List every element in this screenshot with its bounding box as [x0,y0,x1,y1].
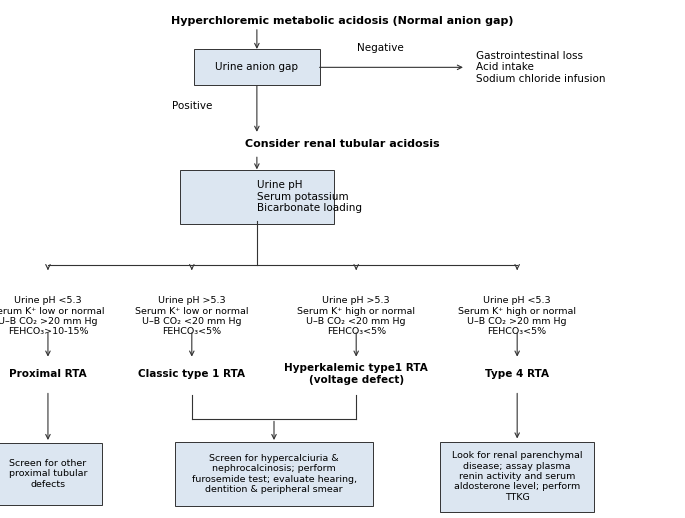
Text: Hyperkalemic type1 RTA
(voltage defect): Hyperkalemic type1 RTA (voltage defect) [284,363,428,385]
Text: Urine pH <5.3
Serum K⁺ low or normal
U–B CO₂ >20 mm Hg
FEHCO₃>10-15%: Urine pH <5.3 Serum K⁺ low or normal U–B… [0,296,105,337]
Text: Screen for other
proximal tubular
defects: Screen for other proximal tubular defect… [9,459,87,489]
Text: Consider renal tubular acidosis: Consider renal tubular acidosis [245,139,440,149]
Text: Urine pH >5.3
Serum K⁺ high or normal
U–B CO₂ <20 mm Hg
FEHCO₃<5%: Urine pH >5.3 Serum K⁺ high or normal U–… [297,296,415,337]
Text: Look for renal parenchymal
disease; assay plasma
renin activity and serum
aldost: Look for renal parenchymal disease; assa… [452,451,582,502]
Text: Urine pH >5.3
Serum K⁺ low or normal
U–B CO₂ <20 mm Hg
FEHCO₃<5%: Urine pH >5.3 Serum K⁺ low or normal U–B… [135,296,249,337]
Text: Gastrointestinal loss
Acid intake
Sodium chloride infusion: Gastrointestinal loss Acid intake Sodium… [476,51,606,84]
FancyBboxPatch shape [179,169,334,224]
Text: Screen for hypercalciuria &
nephrocalcinosis; perform
furosemide test; evaluate : Screen for hypercalciuria & nephrocalcin… [192,454,356,494]
Text: Positive: Positive [172,101,212,111]
FancyBboxPatch shape [440,441,594,512]
FancyBboxPatch shape [175,441,373,507]
Text: Urine pH
Serum potassium
Bicarbonate loading: Urine pH Serum potassium Bicarbonate loa… [257,180,362,213]
Text: Urine anion gap: Urine anion gap [215,62,299,73]
FancyBboxPatch shape [0,443,102,505]
Text: Urine pH <5.3
Serum K⁺ high or normal
U–B CO₂ >20 mm Hg
FEHCO₃<5%: Urine pH <5.3 Serum K⁺ high or normal U–… [458,296,576,337]
FancyBboxPatch shape [193,49,320,85]
Text: Proximal RTA: Proximal RTA [9,369,87,379]
Text: Type 4 RTA: Type 4 RTA [485,369,549,379]
Text: Hyperchloremic metabolic acidosis (Normal anion gap): Hyperchloremic metabolic acidosis (Norma… [171,16,514,26]
Text: Negative: Negative [357,44,403,53]
Text: Classic type 1 RTA: Classic type 1 RTA [138,369,245,379]
